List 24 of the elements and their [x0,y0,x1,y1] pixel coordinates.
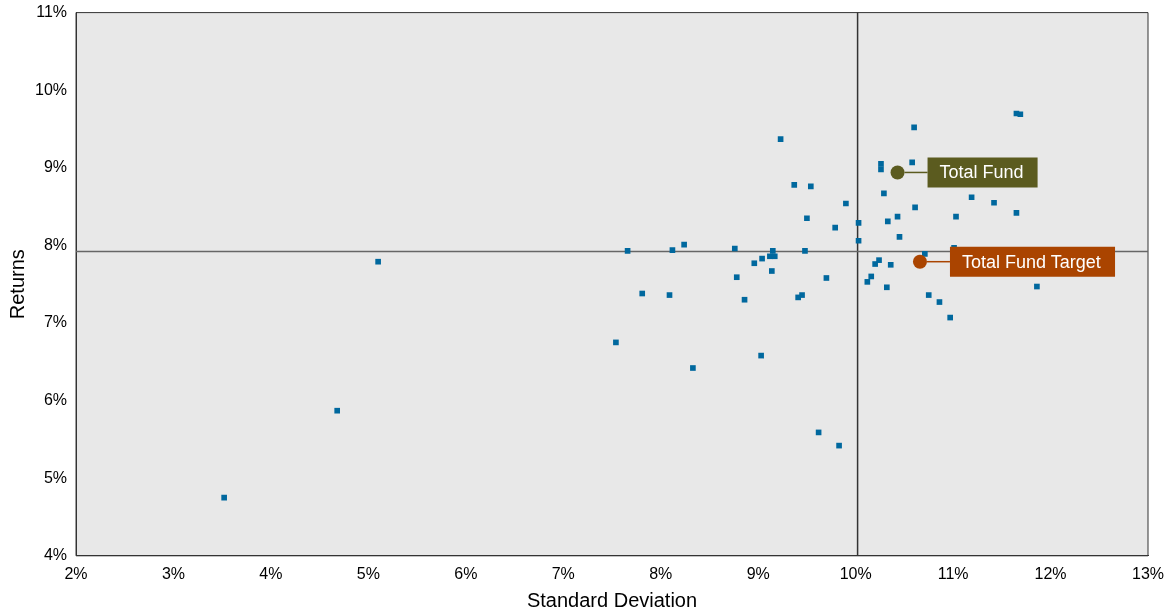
y-tick-label: 6% [43,391,68,409]
x-tick-label: 12% [1034,564,1067,582]
y-tick-label: 4% [43,546,68,564]
legend-label: Total Fund [939,162,1024,183]
x-tick-label: 5% [356,564,380,582]
y-tick-label: 9% [43,158,68,176]
x-tick-label: 9% [746,564,770,582]
x-tick-label: 10% [839,564,872,582]
legend-label: Total Fund Target [961,251,1101,272]
x-axis-title: Standard Deviation [526,588,698,611]
x-tick-label: 8% [649,564,673,582]
y-tick-label: 8% [43,235,68,253]
x-tick-label: 11% [937,564,969,582]
x-tick-label: 2% [64,564,88,582]
y-axis-title: Returns [5,249,28,320]
y-tick-label: 11% [36,3,68,21]
y-tick-label: 10% [34,80,68,98]
y-tick-label: 7% [43,313,68,331]
x-tick-label: 3% [161,564,186,582]
y-tick-label: 5% [43,468,68,486]
x-tick-label: 4% [259,564,283,582]
x-tick-label: 6% [454,564,478,582]
x-tick-label: 13% [1131,564,1165,582]
x-tick-label: 7% [551,564,575,582]
